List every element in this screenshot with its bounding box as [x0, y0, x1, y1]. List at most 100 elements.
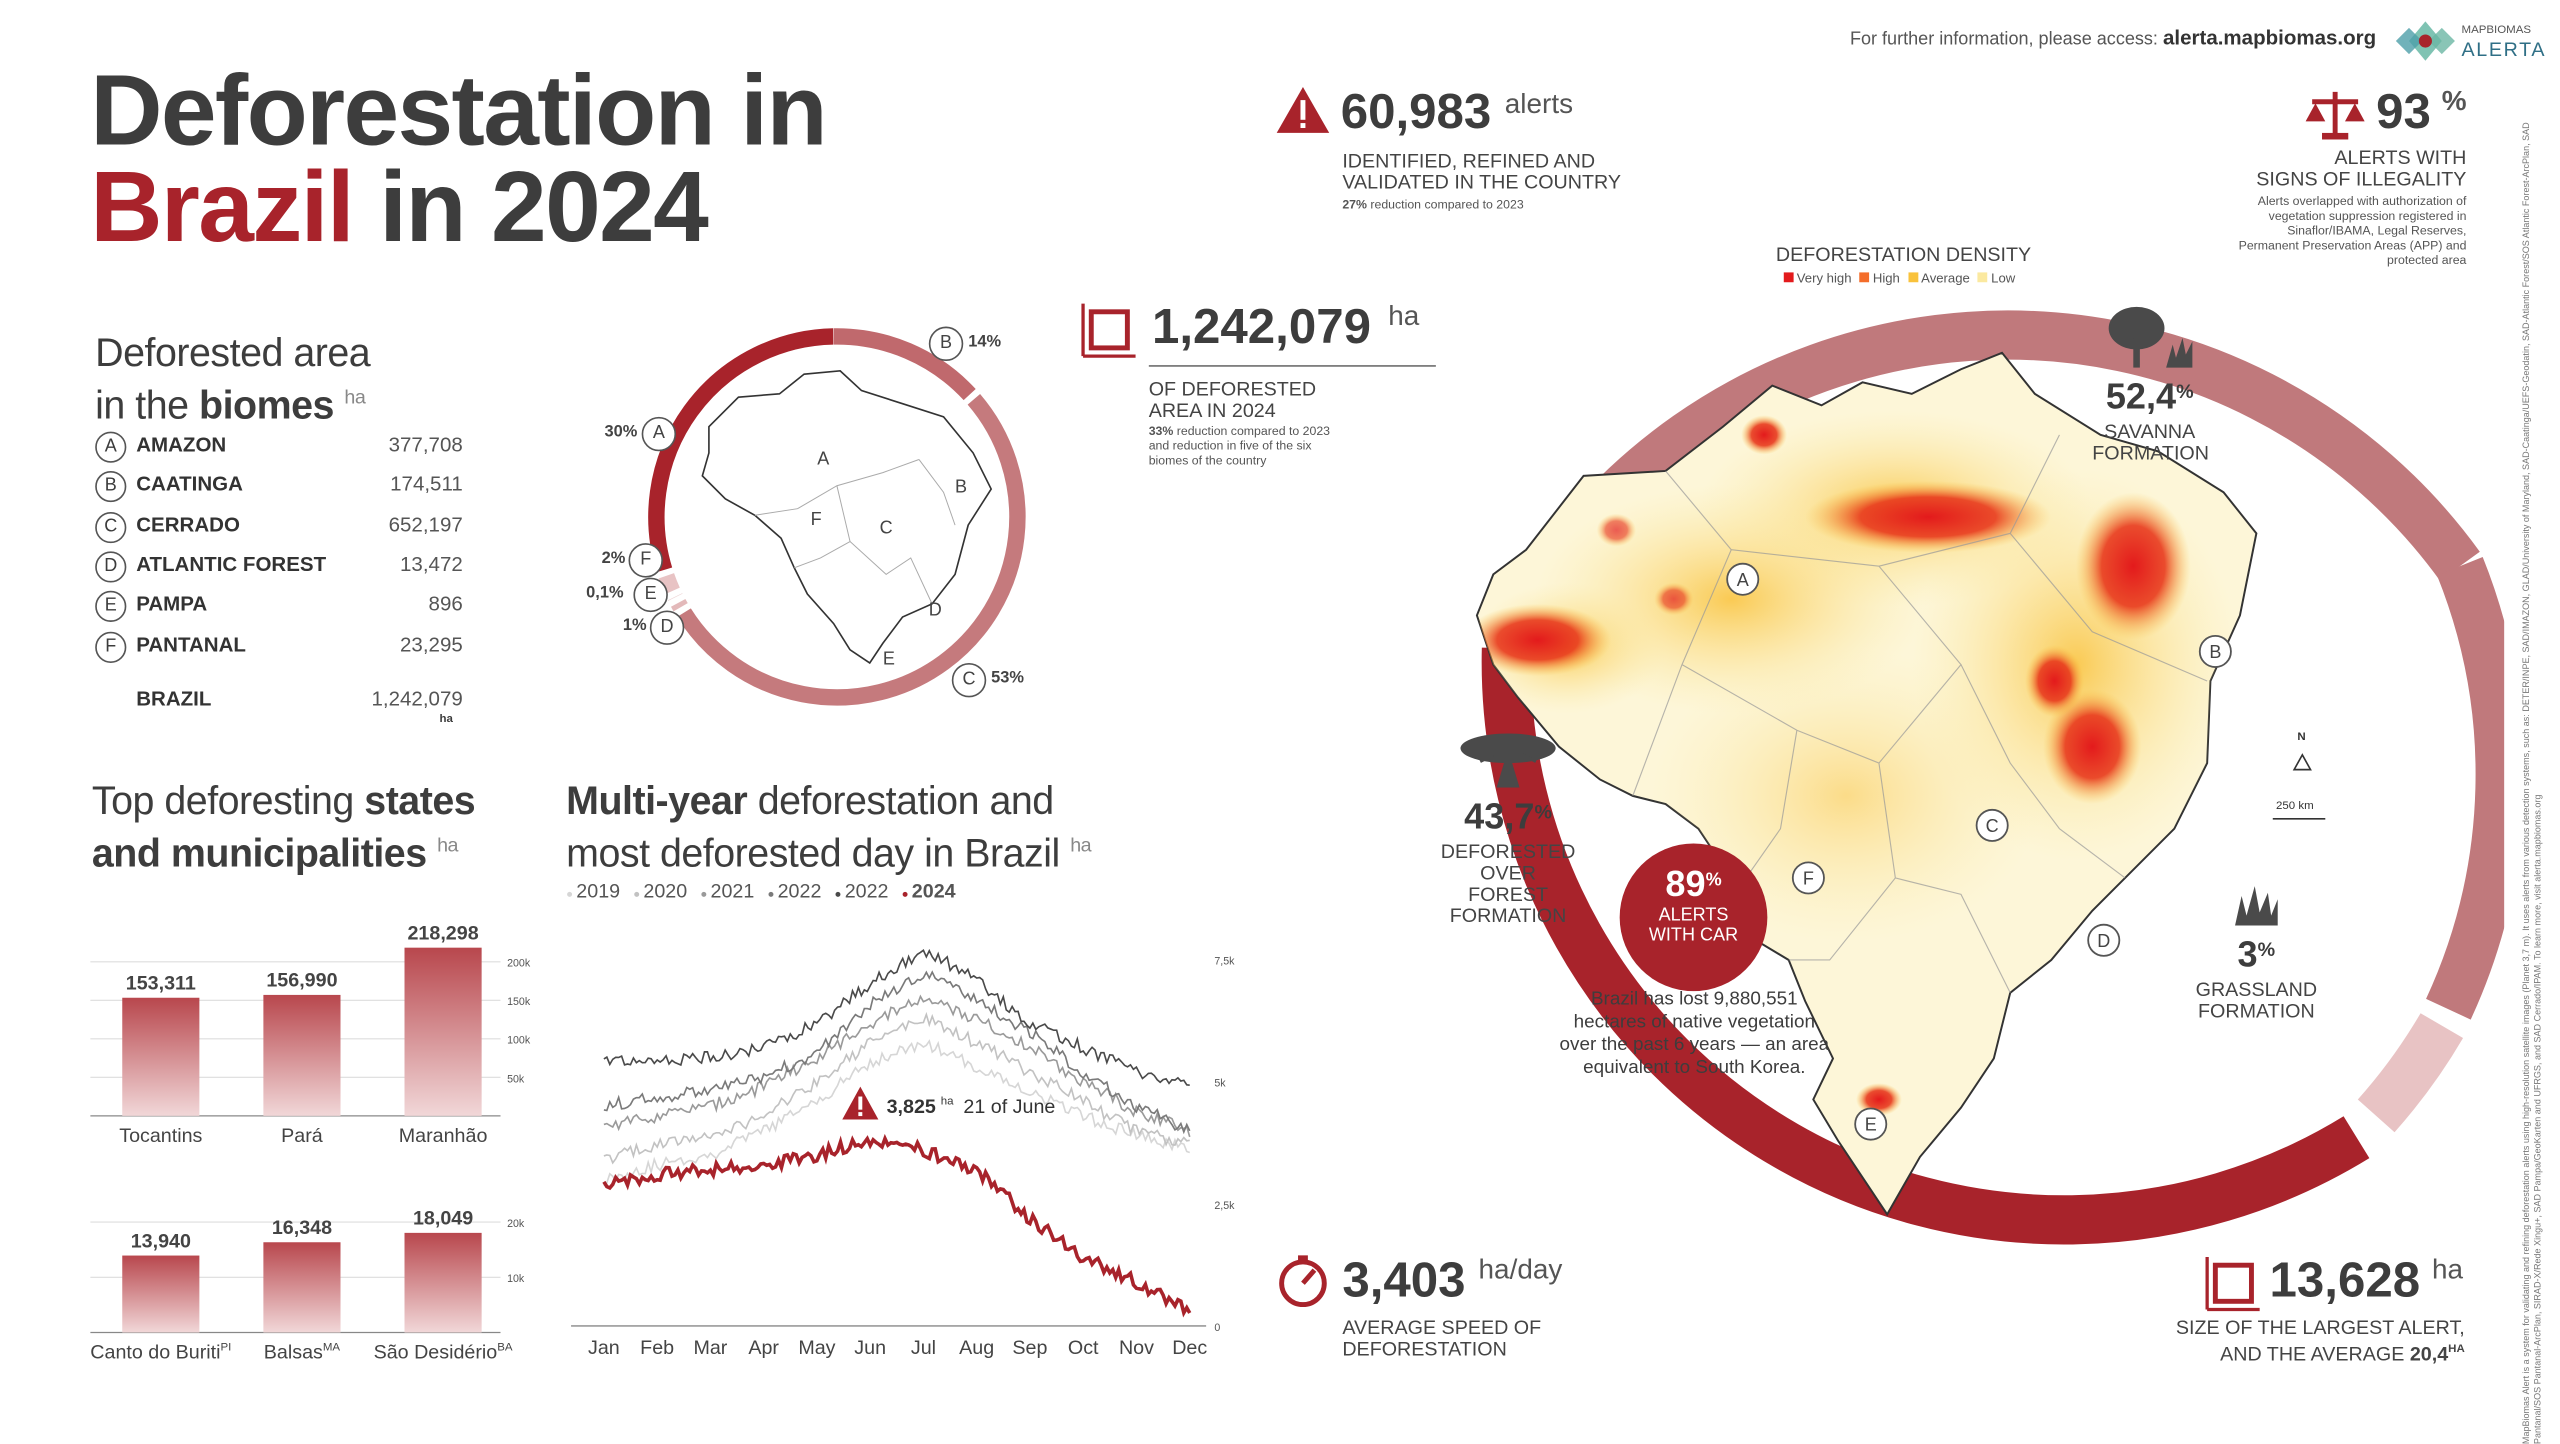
legend-label: 2019	[576, 880, 620, 903]
biome-letter: C	[95, 511, 126, 542]
density-swatch	[1784, 272, 1794, 282]
density-legend-item: High	[1860, 271, 1900, 286]
biomes-heading: Deforested area in the biomes ha	[95, 333, 370, 428]
savanna-tree-icon	[2100, 305, 2198, 371]
bar-category-label: São DesidérioBA	[374, 1342, 513, 1364]
x-tick-label: Dec	[1172, 1337, 1207, 1359]
density-label: Low	[1991, 271, 2015, 286]
bar	[405, 948, 482, 1116]
donut-letter-c: C	[952, 663, 986, 697]
x-tick-label: Jul	[911, 1337, 936, 1359]
biome-value: 174,511	[390, 473, 463, 496]
map-letter: E	[1865, 1115, 1877, 1135]
forest-tree-icon	[1457, 732, 1559, 788]
legend-item: ● 2024	[902, 880, 956, 903]
density-label: Very high	[1797, 271, 1852, 286]
bar	[263, 995, 340, 1116]
donut-letter-a: A	[642, 417, 676, 451]
north-label: N	[2297, 731, 2305, 743]
density-label: High	[1873, 271, 1900, 286]
donut-letter-d: D	[650, 610, 684, 644]
speedometer-icon	[1275, 1254, 1331, 1310]
x-tick-label: Jun	[854, 1337, 886, 1359]
biome-value: 377,708	[389, 433, 463, 456]
density-label: Average	[1921, 271, 1970, 286]
area-measure-icon	[1080, 300, 1139, 359]
legend-item: ● 2022	[835, 880, 889, 903]
donut-segment-d	[678, 603, 680, 607]
x-tick-label: May	[798, 1337, 835, 1359]
y-tick-label: 100k	[507, 1035, 531, 1047]
legend-dot: ●	[633, 889, 643, 900]
speed-stat: 3,403 ha/day AVERAGE SPEED OF DEFORESTAT…	[1275, 1254, 1331, 1318]
donut-segment-f	[666, 576, 672, 591]
biome-name: ATLANTIC FOREST	[136, 553, 326, 576]
density-swatch	[1860, 272, 1870, 282]
donut-pct-b: 14%	[968, 333, 1001, 351]
donut-letter-f: F	[629, 543, 663, 577]
bar-value-label: 218,298	[407, 922, 478, 944]
map-letter: C	[1986, 816, 1999, 836]
bar-category-label: Pará	[281, 1125, 323, 1147]
biome-letter: A	[95, 432, 126, 463]
y-tick-label: 20k	[507, 1218, 525, 1230]
scale-label: 250 km	[2276, 800, 2314, 812]
north-arrow	[2294, 755, 2310, 770]
mini-brazil-map	[702, 371, 991, 663]
y-tick-label: 0	[1214, 1322, 1220, 1334]
biome-letter: E	[95, 591, 126, 622]
alerts-stat: 60,983 alerts IDENTIFIED, REFINED AND VA…	[1275, 85, 1331, 142]
donut-pct-c: 53%	[991, 670, 1024, 688]
scales-icon	[2306, 89, 2365, 142]
multiyear-heading: Multi-year deforestation and most defore…	[566, 781, 1091, 876]
map-letter: A	[1737, 570, 1749, 590]
mini-map-letter: A	[817, 448, 829, 468]
legend-dot: ●	[902, 889, 912, 900]
biome-value: 13,472	[400, 553, 463, 576]
biome-value: 23,295	[400, 633, 463, 656]
donut-pct-a: 30%	[605, 423, 638, 441]
x-tick-label: Aug	[959, 1337, 994, 1359]
peak-unit: ha	[941, 1096, 954, 1108]
info-link[interactable]: alerta.mapbiomas.org	[2163, 26, 2376, 49]
biome-value: 896	[429, 593, 463, 616]
title-highlight: Brazil	[90, 151, 353, 263]
multiyear-legend: ● 2019● 2020● 2021● 2022● 2022● 2024	[566, 880, 969, 903]
states-heading: Top deforesting states and municipalitie…	[92, 781, 475, 876]
mini-map-letter: B	[955, 476, 967, 496]
density-legend-item: Low	[1978, 271, 2015, 286]
bar-category-label: Canto do BuritiPI	[90, 1342, 231, 1364]
x-tick-label: Mar	[693, 1337, 727, 1359]
map-letter: F	[1803, 868, 1814, 888]
legend-dot: ●	[767, 889, 777, 900]
mini-map-letter: C	[880, 517, 893, 537]
y-tick-label: 50k	[507, 1073, 525, 1085]
bar-category-label: Maranhão	[399, 1125, 488, 1147]
logo-icon	[2393, 16, 2459, 65]
area-stat: 1,242,079 ha OF DEFORESTED AREA IN 2024 …	[1080, 300, 1139, 367]
biome-name: CERRADO	[136, 513, 240, 536]
area-measure-icon-2	[2204, 1254, 2263, 1313]
y-tick-label: 200k	[507, 958, 531, 970]
legend-dot: ●	[700, 889, 710, 900]
y-tick-label: 2,5k	[1214, 1200, 1235, 1212]
warning-icon	[1275, 85, 1331, 134]
x-tick-label: Nov	[1119, 1337, 1154, 1359]
legend-item: ● 2022	[767, 880, 821, 903]
peak-warning-mark	[858, 1097, 862, 1110]
y-tick-label: 10k	[507, 1273, 525, 1285]
biome-letter: D	[95, 551, 126, 582]
lost-vegetation-text: Brazil has lost 9,880,551 hectares of na…	[1559, 988, 1830, 1080]
bar-value-label: 18,049	[413, 1208, 473, 1230]
biome-letter: F	[95, 631, 126, 662]
biome-name: PAMPA	[136, 593, 207, 616]
